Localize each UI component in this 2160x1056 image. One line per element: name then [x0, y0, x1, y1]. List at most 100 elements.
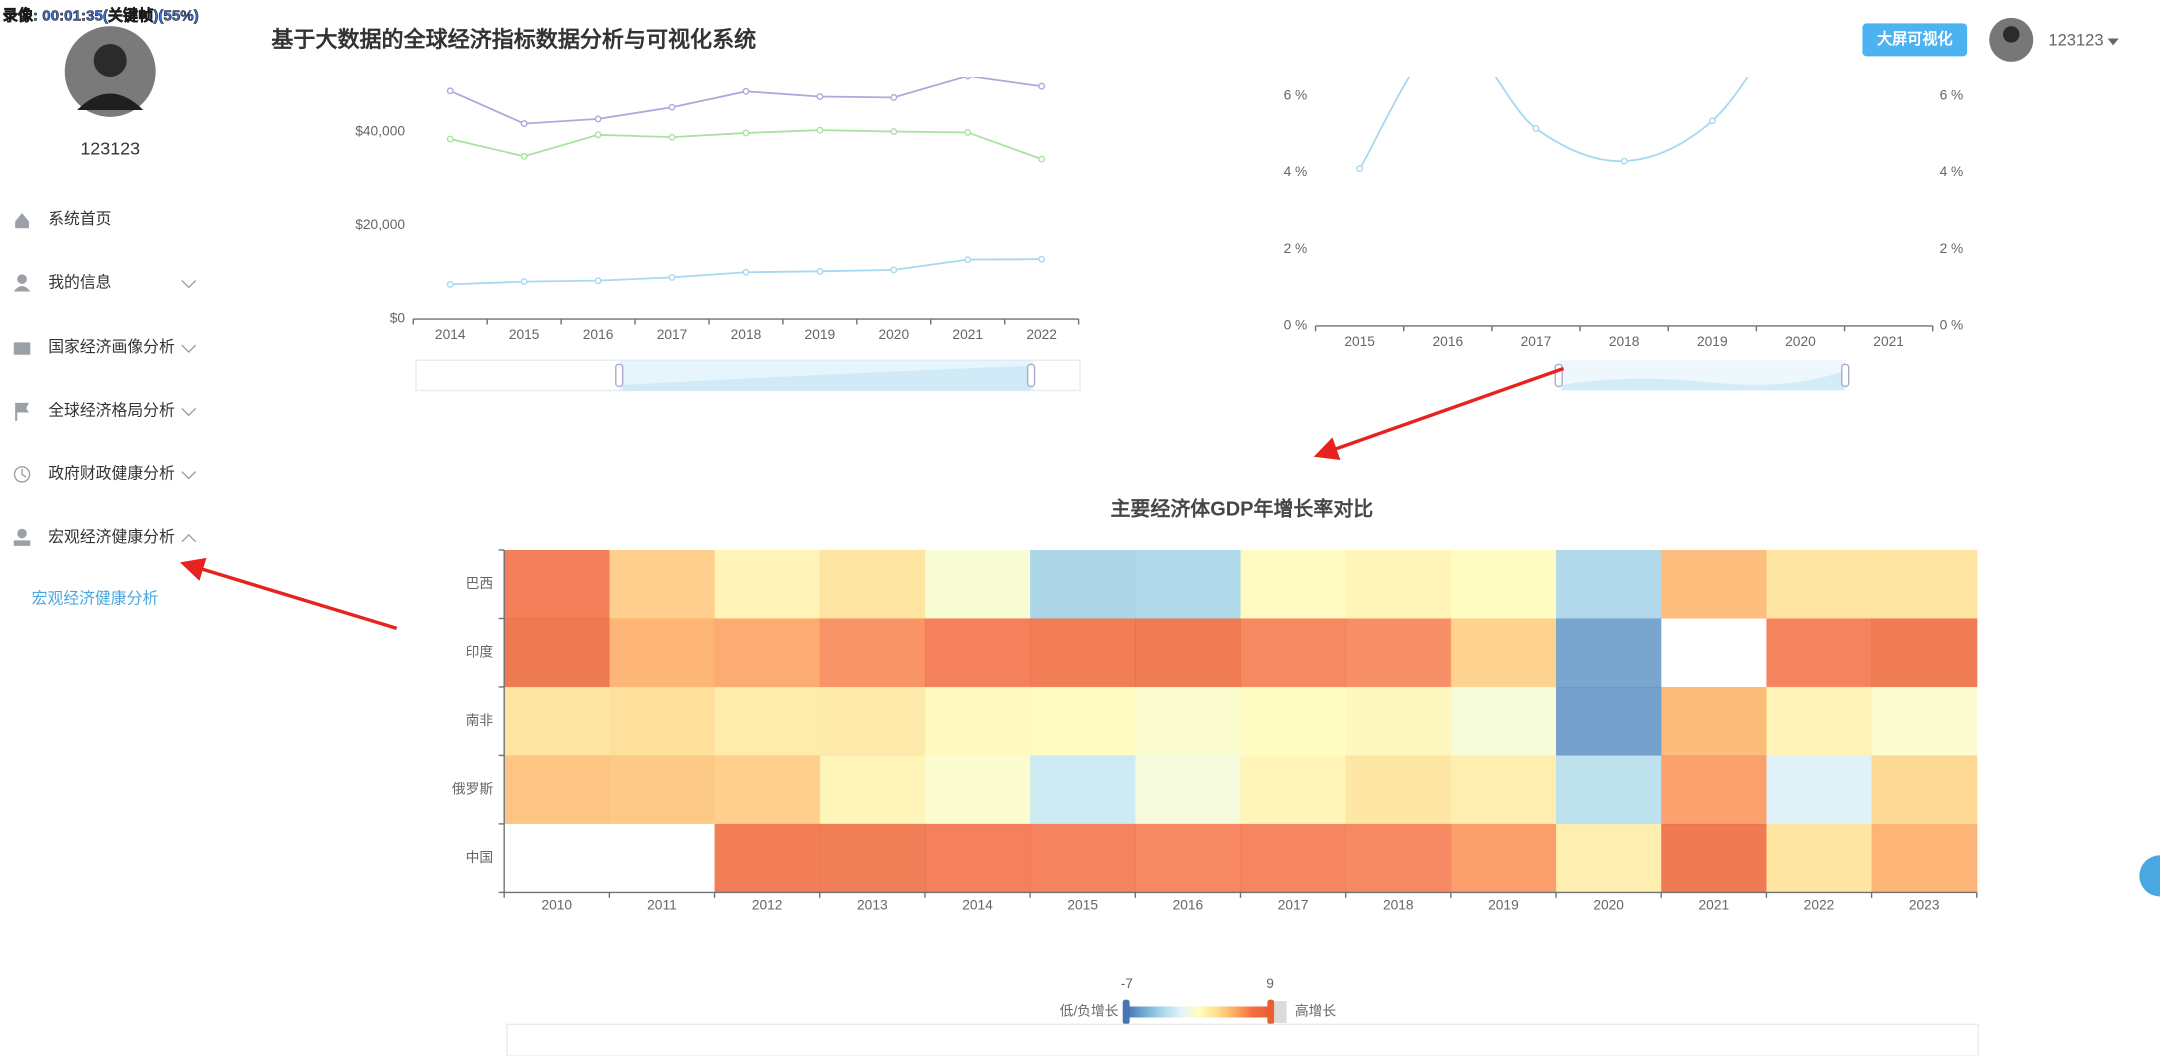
y-tick-label: $0	[390, 311, 406, 326]
heat-cell	[1556, 755, 1662, 825]
x-tick-label: 2012	[752, 898, 783, 913]
x-tick-label: 2020	[878, 327, 909, 342]
heat-cell	[504, 618, 610, 688]
menu-item[interactable]: 系统首页	[48, 210, 111, 228]
slider-handle[interactable]	[615, 363, 624, 388]
x-tick-label: 2015	[1067, 898, 1098, 913]
heat-cell	[1766, 823, 1873, 893]
heat-cell	[504, 686, 610, 756]
x-tick-label: 2021	[1873, 334, 1904, 349]
heat-cell	[714, 686, 821, 756]
plot-area	[446, 77, 1046, 288]
x-tick-label: 2022	[1804, 898, 1835, 913]
y2-tick-label: 0 %	[1940, 318, 1964, 333]
x-tick-label: 2018	[731, 327, 762, 342]
chevron	[181, 471, 197, 480]
recording-overlay: 录像: 00:01:35(关键帧)(55%)	[3, 7, 199, 25]
menu-item[interactable]: 国家经济画像分析	[48, 338, 175, 356]
heat-cell	[1030, 755, 1136, 825]
x-tick-label: 2018	[1383, 898, 1414, 913]
heat-cell	[1135, 755, 1242, 825]
x-tick-label: 2011	[647, 898, 677, 913]
data-point	[668, 273, 676, 281]
heat-cell	[1661, 550, 1767, 620]
visual-map-handle[interactable]	[1267, 999, 1275, 1025]
data-point	[964, 129, 972, 136]
submenu-item[interactable]: 宏观经济健康分析	[32, 590, 159, 608]
slider-track	[506, 1023, 1979, 1056]
chevron	[181, 407, 197, 417]
x-tick-label: 2019	[1697, 334, 1728, 349]
heat-cell	[1766, 686, 1873, 756]
y-tick-label: 0 %	[1284, 318, 1308, 333]
menu-item[interactable]: 政府财政健康分析	[48, 465, 175, 483]
username: 123123	[80, 139, 140, 159]
heat-cell	[1345, 686, 1452, 756]
data-point	[520, 278, 528, 286]
data-point	[1532, 125, 1540, 132]
heat-cell	[1240, 686, 1347, 756]
header-user[interactable]: 123123	[2048, 32, 2103, 50]
data-point	[1445, 32, 1451, 38]
big-screen-button[interactable]	[1862, 23, 1968, 57]
visual-map-max: 9	[1266, 976, 1274, 991]
heat-cell	[1345, 823, 1452, 893]
y2-tick-label: 6 %	[1940, 88, 1964, 103]
visual-map-out	[1274, 1001, 1287, 1023]
menu-item[interactable]: 我的信息	[48, 273, 111, 291]
heat-cell	[924, 823, 1031, 893]
data-point	[520, 152, 528, 160]
data-point	[594, 115, 602, 123]
flag-icon	[15, 402, 29, 421]
slider-preview	[622, 365, 1031, 391]
data-point	[964, 77, 971, 80]
heat-cell	[924, 618, 1031, 688]
heat-cell	[819, 686, 926, 756]
y-tick-label: 印度	[466, 644, 494, 659]
heat-cell	[924, 686, 1031, 756]
menu-item[interactable]: 宏观经济健康分析	[48, 528, 175, 546]
side-button[interactable]	[2139, 855, 2160, 897]
heat-cell	[1556, 618, 1662, 688]
heat-cell	[1135, 823, 1242, 893]
heat-cell	[1345, 618, 1452, 688]
menu-item[interactable]: 全球经济格局分析	[48, 401, 175, 419]
x-tick-label: 2018	[1609, 334, 1640, 349]
heat-cell	[609, 618, 716, 688]
button-label[interactable]: 大屏可视化	[1877, 30, 1953, 48]
series-line	[449, 77, 1042, 125]
x-tick-label: 2023	[1909, 898, 1940, 913]
slider-handle[interactable]	[1841, 363, 1850, 388]
heat-cell	[924, 755, 1031, 825]
user-icon	[17, 274, 27, 284]
data-point	[1038, 155, 1046, 163]
chevron	[181, 280, 197, 289]
x-tick-label: 2020	[1785, 334, 1816, 349]
heat-cell	[1450, 550, 1557, 620]
datazoom	[415, 359, 1979, 1056]
slider-handle[interactable]	[1026, 363, 1036, 388]
briefcase-icon	[13, 342, 31, 355]
heat-cell	[714, 550, 821, 620]
plot-area	[1356, 32, 1749, 173]
data-point	[668, 133, 676, 141]
x-tick-label: 2016	[1173, 898, 1204, 913]
heat-cell	[1556, 686, 1662, 756]
y-tick-label: 6 %	[1284, 88, 1308, 103]
dropdown-caret[interactable]	[2107, 38, 2119, 46]
charts: $0 $20,000 $40,000 2014 2015 2016 2017 2018 2019…	[355, 32, 1978, 1025]
data-point	[816, 267, 824, 275]
heat-cell	[714, 823, 821, 893]
heat-cell	[819, 823, 926, 893]
visual-map-handle[interactable]	[1122, 999, 1130, 1025]
heat-cell	[1450, 755, 1557, 825]
heat-cell	[1345, 755, 1452, 825]
data-point	[446, 87, 454, 95]
data-point	[1356, 165, 1364, 173]
heat-cell	[924, 550, 1031, 620]
x-tick-label: 2019	[1488, 898, 1519, 913]
data-point	[816, 93, 824, 100]
stamp-base	[13, 540, 31, 546]
data-point	[1708, 117, 1716, 125]
